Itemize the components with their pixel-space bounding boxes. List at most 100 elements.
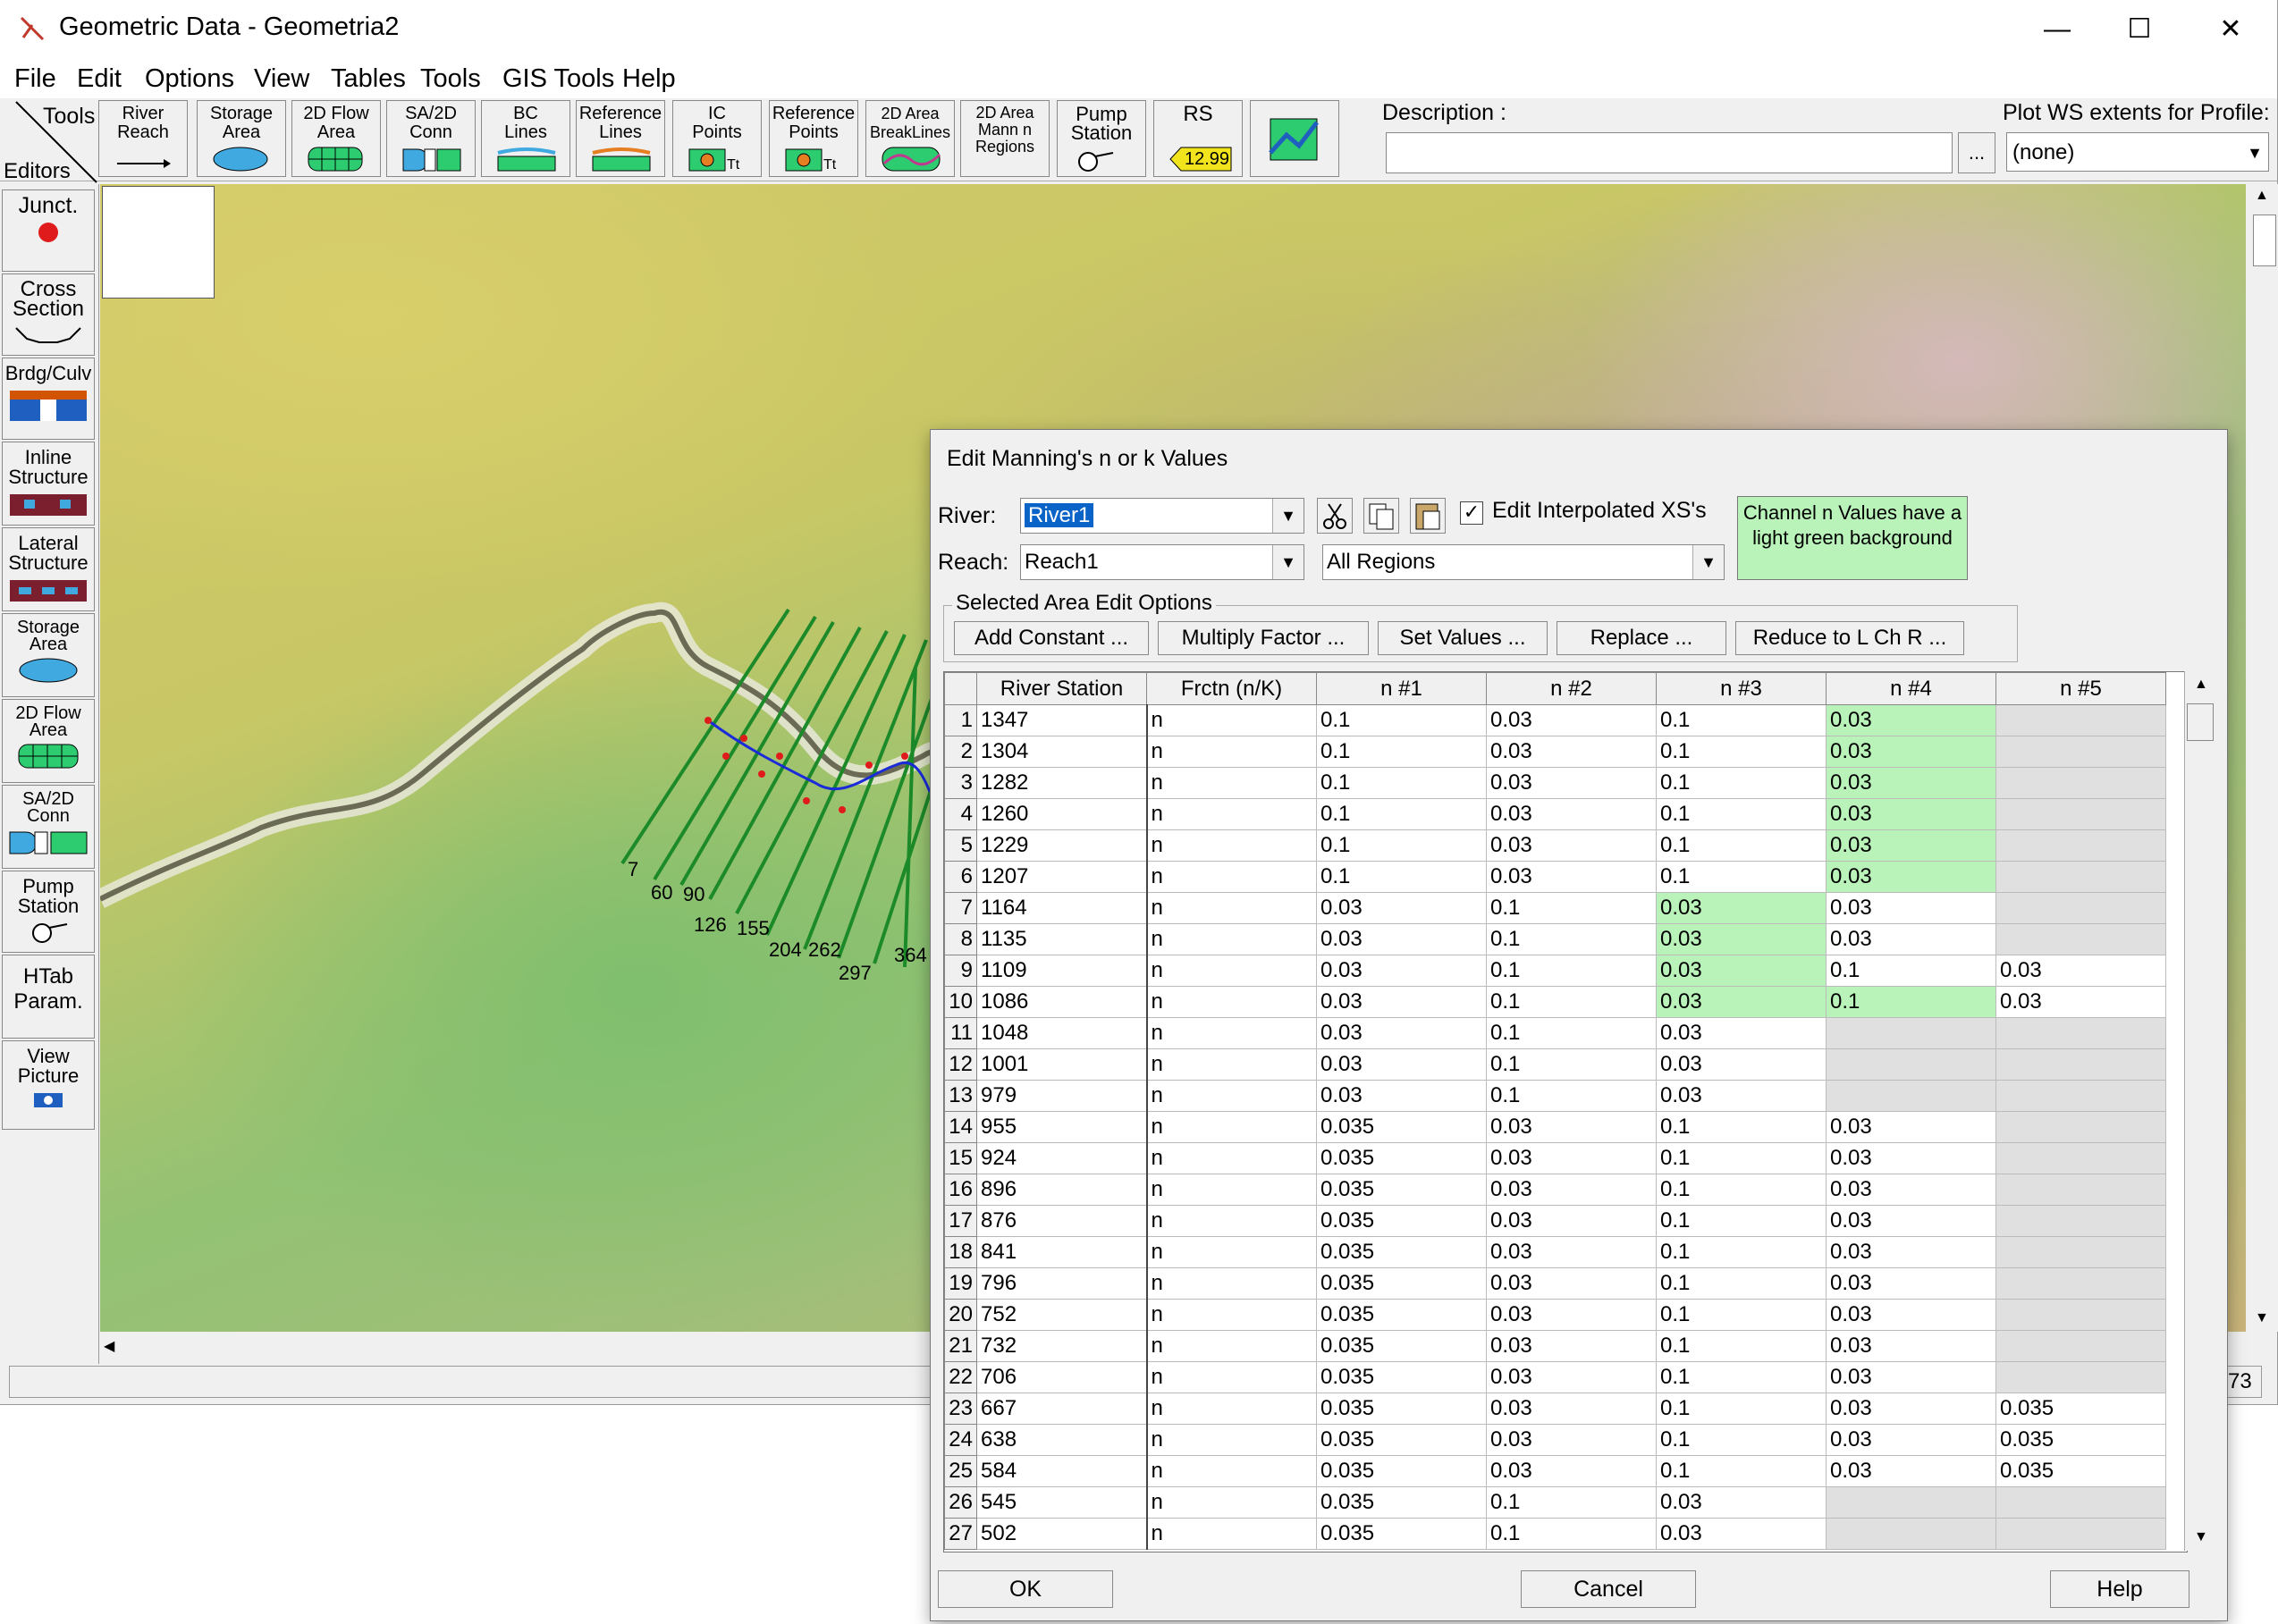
description-input[interactable] (1386, 132, 1953, 173)
n-value-cell[interactable]: 0.03 (1826, 1111, 1996, 1143)
river-station-cell[interactable]: 876 (976, 1205, 1148, 1237)
n-value-cell[interactable] (1995, 892, 2166, 924)
n-value-cell[interactable] (1826, 1486, 1996, 1519)
scroll-thumb[interactable] (2187, 703, 2214, 741)
n-value-cell[interactable]: 0.03 (1316, 1017, 1487, 1049)
n-value-cell[interactable]: 0.03 (1656, 1017, 1827, 1049)
n-value-cell[interactable]: 0.1 (1656, 736, 1827, 768)
friction-cell[interactable]: n (1146, 1017, 1317, 1049)
friction-cell[interactable]: n (1146, 829, 1317, 862)
n-value-cell[interactable] (1995, 1017, 2166, 1049)
reference-points-button[interactable]: Reference Points Tt (769, 100, 858, 177)
n-value-cell[interactable]: 0.03 (1486, 736, 1657, 768)
n-value-cell[interactable]: 0.03 (1486, 798, 1657, 830)
river-station-cell[interactable]: 706 (976, 1361, 1148, 1393)
n-value-cell[interactable]: 0.03 (1826, 861, 1996, 893)
table-row[interactable]: 15 924 n 0.035 0.03 0.1 0.03 (944, 1142, 2166, 1174)
river-station-cell[interactable]: 502 (976, 1518, 1148, 1550)
n-value-cell[interactable]: 0.03 (1486, 1361, 1657, 1393)
friction-cell[interactable]: n (1146, 1111, 1317, 1143)
river-station-cell[interactable]: 979 (976, 1080, 1148, 1112)
n-value-cell[interactable] (1995, 767, 2166, 799)
river-station-cell[interactable]: 1086 (976, 986, 1148, 1018)
2d-flow-area-editor-button[interactable]: 2D Flow Area (2, 699, 95, 783)
n-value-cell[interactable]: 0.1 (1656, 1299, 1827, 1331)
table-row[interactable]: 26 545 n 0.035 0.1 0.03 (944, 1486, 2166, 1519)
reach-select[interactable]: Reach1 ▼ (1020, 544, 1304, 580)
storage-area-button[interactable]: Storage Area (197, 100, 286, 177)
friction-cell[interactable]: n (1146, 798, 1317, 830)
n-value-cell[interactable]: 0.035 (1316, 1393, 1487, 1425)
river-station-cell[interactable]: 1207 (976, 861, 1148, 893)
n-value-cell[interactable]: 0.1 (1316, 767, 1487, 799)
friction-cell[interactable]: n (1146, 861, 1317, 893)
friction-cell[interactable]: n (1146, 1048, 1317, 1081)
n-value-cell[interactable]: 0.1 (1656, 1236, 1827, 1268)
scroll-down-icon[interactable]: ▼ (2255, 1310, 2269, 1325)
river-station-cell[interactable]: 924 (976, 1142, 1148, 1174)
menu-gis-tools[interactable]: GIS Tools (502, 64, 615, 93)
n-value-cell[interactable]: 0.03 (1486, 767, 1657, 799)
table-row[interactable]: 16 896 n 0.035 0.03 0.1 0.03 (944, 1174, 2166, 1206)
n-value-cell[interactable] (1995, 1174, 2166, 1206)
n-value-cell[interactable]: 0.03 (1826, 829, 1996, 862)
n-value-cell[interactable]: 0.1 (1316, 736, 1487, 768)
n-value-cell[interactable]: 0.1 (1656, 1142, 1827, 1174)
n-value-cell[interactable]: 0.1 (1486, 892, 1657, 924)
n-value-cell[interactable]: 0.03 (1486, 1299, 1657, 1331)
htab-param-button[interactable]: HTab Param. (2, 955, 95, 1039)
scroll-up-icon[interactable]: ▲ (2194, 677, 2208, 692)
friction-cell[interactable]: n (1146, 892, 1317, 924)
n-value-cell[interactable]: 0.03 (1486, 1174, 1657, 1206)
n-value-cell[interactable]: 0.03 (1316, 1080, 1487, 1112)
friction-cell[interactable]: n (1146, 767, 1317, 799)
2d-area-mann-n-regions-button[interactable]: 2D Area Mann n Regions (960, 100, 1050, 177)
n-value-cell[interactable]: 0.03 (1486, 1267, 1657, 1300)
n-value-cell[interactable]: 0.03 (1486, 704, 1657, 736)
n-value-cell[interactable]: 0.1 (1656, 1393, 1827, 1425)
river-select[interactable]: River1 ▼ (1020, 498, 1304, 534)
n-value-cell[interactable] (1826, 1017, 1996, 1049)
overview-map[interactable] (102, 186, 215, 299)
n-value-cell[interactable]: 0.03 (1656, 892, 1827, 924)
river-station-cell[interactable]: 1229 (976, 829, 1148, 862)
n-value-cell[interactable]: 0.03 (1826, 923, 1996, 955)
river-station-cell[interactable]: 1109 (976, 955, 1148, 987)
map-layers-button[interactable] (1250, 100, 1339, 177)
n-value-cell[interactable]: 0.1 (1656, 767, 1827, 799)
friction-cell[interactable]: n (1146, 1424, 1317, 1456)
n-value-cell[interactable] (1995, 1048, 2166, 1081)
table-row[interactable]: 10 1086 n 0.03 0.1 0.03 0.1 0.03 (944, 986, 2166, 1018)
table-row[interactable]: 17 876 n 0.035 0.03 0.1 0.03 (944, 1205, 2166, 1237)
table-row[interactable]: 1 1347 n 0.1 0.03 0.1 0.03 (944, 704, 2166, 736)
edit-interpolated-checkbox[interactable]: ✓ (1460, 501, 1483, 525)
table-row[interactable]: 8 1135 n 0.03 0.1 0.03 0.03 (944, 923, 2166, 955)
table-row[interactable]: 11 1048 n 0.03 0.1 0.03 (944, 1017, 2166, 1049)
n-value-cell[interactable]: 0.03 (1826, 892, 1996, 924)
n-value-cell[interactable]: 0.03 (1656, 1486, 1827, 1519)
friction-cell[interactable]: n (1146, 736, 1317, 768)
n-value-cell[interactable]: 0.1 (1486, 955, 1657, 987)
n-value-cell[interactable]: 0.03 (1486, 861, 1657, 893)
copy-button[interactable] (1363, 498, 1399, 534)
river-reach-button[interactable]: River Reach (98, 100, 188, 177)
n-value-cell[interactable]: 0.1 (1656, 1205, 1827, 1237)
friction-cell[interactable]: n (1146, 1361, 1317, 1393)
n-value-cell[interactable]: 0.035 (1316, 1205, 1487, 1237)
n-value-cell[interactable]: 0.1 (1486, 923, 1657, 955)
plot-profile-select[interactable]: (none) ▼ (2006, 132, 2269, 172)
2d-area-breaklines-button[interactable]: 2D Area BreakLines (865, 100, 955, 177)
storage-area-editor-button[interactable]: Storage Area (2, 613, 95, 697)
n-value-cell[interactable] (1995, 1267, 2166, 1300)
sa-2d-conn-button[interactable]: SA/2D Conn (386, 100, 476, 177)
table-row[interactable]: 14 955 n 0.035 0.03 0.1 0.03 (944, 1111, 2166, 1143)
table-row[interactable]: 25 584 n 0.035 0.03 0.1 0.03 0.035 (944, 1455, 2166, 1487)
river-station-cell[interactable]: 732 (976, 1330, 1148, 1362)
scroll-left-icon[interactable]: ◀ (104, 1339, 115, 1354)
2d-flow-area-button[interactable]: 2D Flow Area (291, 100, 381, 177)
table-row[interactable]: 23 667 n 0.035 0.03 0.1 0.03 0.035 (944, 1393, 2166, 1425)
river-station-cell[interactable]: 1048 (976, 1017, 1148, 1049)
n-value-cell[interactable] (1995, 1236, 2166, 1268)
n-value-cell[interactable]: 0.03 (1486, 1330, 1657, 1362)
n-value-cell[interactable]: 0.035 (1316, 1330, 1487, 1362)
